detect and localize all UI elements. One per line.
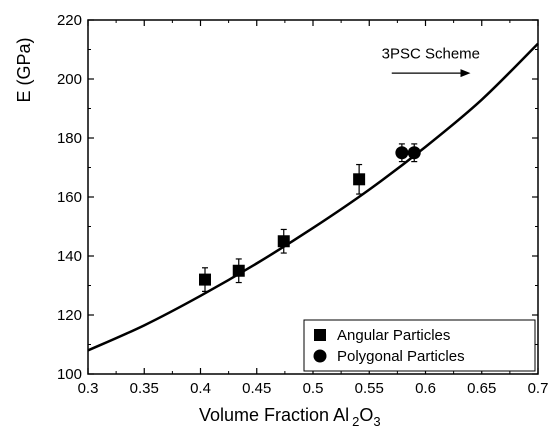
legend-box xyxy=(303,319,536,372)
legend-marker-square xyxy=(314,329,326,341)
angular-particle-point xyxy=(199,273,211,286)
annotation-text: 3PSC Scheme xyxy=(382,45,480,62)
x-axis-title-mid: O xyxy=(359,405,373,425)
x-tick-label: 0.4 xyxy=(190,380,211,397)
x-axis-title-sub2: 3 xyxy=(373,414,380,429)
y-tick-label: 220 xyxy=(57,12,82,29)
legend-label: Angular Particles xyxy=(337,327,450,344)
x-axis-title: Volume Fraction Al 2O3 xyxy=(199,405,381,429)
y-tick-label: 200 xyxy=(57,71,82,88)
x-tick-label: 0.65 xyxy=(467,380,496,397)
y-tick-label: 120 xyxy=(57,307,82,324)
y-tick-label: 180 xyxy=(57,130,82,147)
polygonal-particle-point xyxy=(407,146,421,160)
y-tick-label: 100 xyxy=(57,366,82,383)
annotation-layer: 3PSC Scheme xyxy=(382,45,480,78)
x-tick-label: 0.3 xyxy=(78,380,99,397)
annotation-arrowhead xyxy=(460,69,471,78)
legend-marker-circle xyxy=(313,349,327,363)
data-points-layer xyxy=(199,143,421,292)
x-axis-title-main: Volume Fraction Al xyxy=(199,405,349,425)
y-axis-title: E (GPa) xyxy=(14,37,34,102)
legend: Angular Particles Polygonal Particles xyxy=(303,319,536,372)
y-tick-label: 160 xyxy=(57,189,82,206)
angular-particle-point xyxy=(232,264,245,277)
y-tick-label: 140 xyxy=(57,248,82,265)
angular-particle-point xyxy=(353,173,366,186)
x-axis-title-sub1: 2 xyxy=(352,414,359,429)
x-tick-label: 0.55 xyxy=(355,380,384,397)
x-tick-label: 0.45 xyxy=(242,380,271,397)
x-tick-label: 0.6 xyxy=(415,380,436,397)
legend-label: Polygonal Particles xyxy=(337,348,465,365)
x-tick-label: 0.5 xyxy=(303,380,324,397)
angular-particle-point xyxy=(277,235,290,248)
x-tick-label: 0.7 xyxy=(528,380,549,397)
x-tick-label: 0.35 xyxy=(130,380,159,397)
model-curve-layer xyxy=(87,42,539,352)
ticks: 0.3 0.35 0.4 0.45 0.5 0.55 0.6 0.65 0.7 100 120 140… xyxy=(57,12,548,397)
model-curve-3psc xyxy=(87,42,539,352)
polygonal-particle-point xyxy=(395,146,409,160)
